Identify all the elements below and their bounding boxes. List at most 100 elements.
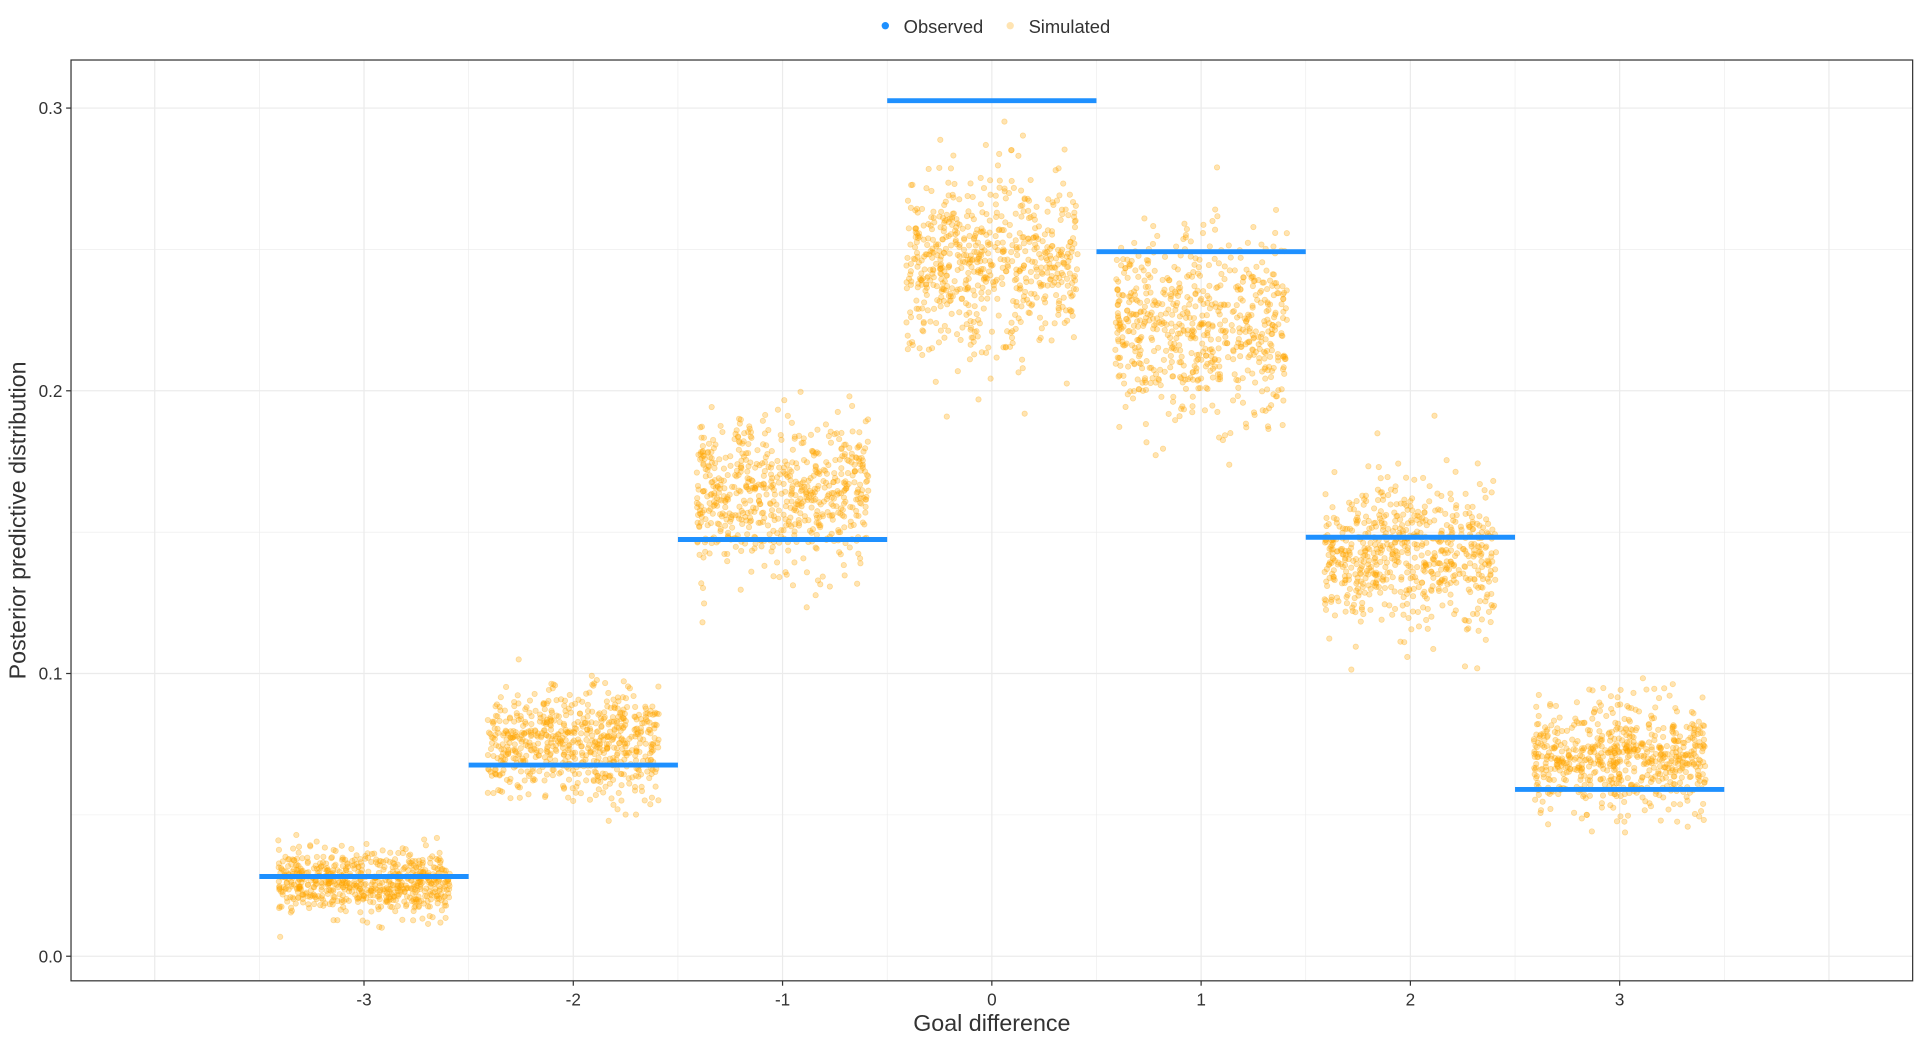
simulated-point bbox=[611, 726, 618, 733]
simulated-point bbox=[814, 508, 821, 515]
simulated-point bbox=[427, 883, 434, 890]
simulated-point bbox=[1008, 334, 1016, 341]
simulated-point bbox=[746, 518, 754, 525]
simulated-point bbox=[1137, 299, 1144, 306]
simulated-point bbox=[1278, 301, 1285, 308]
simulated-point bbox=[621, 710, 628, 717]
simulated-point bbox=[541, 706, 548, 713]
simulated-point bbox=[1118, 262, 1125, 269]
simulated-point bbox=[496, 703, 503, 710]
simulated-point bbox=[857, 495, 864, 502]
simulated-point bbox=[503, 751, 510, 758]
simulated-point bbox=[1392, 524, 1399, 531]
simulated-point bbox=[393, 885, 400, 892]
simulated-point bbox=[1404, 569, 1411, 576]
simulated-point bbox=[1489, 604, 1496, 611]
simulated-point bbox=[1453, 550, 1461, 557]
simulated-point bbox=[346, 884, 353, 891]
simulated-point bbox=[353, 882, 360, 889]
simulated-point bbox=[1060, 180, 1067, 187]
simulated-point bbox=[1266, 277, 1274, 284]
simulated-point bbox=[1404, 506, 1411, 513]
simulated-point bbox=[903, 262, 910, 269]
simulated-point bbox=[570, 737, 578, 744]
simulated-point bbox=[1041, 231, 1048, 238]
simulated-point bbox=[598, 718, 605, 725]
simulated-point bbox=[858, 491, 865, 498]
simulated-point bbox=[724, 494, 731, 501]
simulated-point bbox=[601, 709, 608, 716]
simulated-point bbox=[1618, 777, 1625, 784]
simulated-point bbox=[1421, 503, 1428, 510]
simulated-point bbox=[1262, 375, 1269, 382]
simulated-point bbox=[965, 269, 972, 277]
simulated-point bbox=[1461, 663, 1469, 670]
simulated-point bbox=[647, 730, 654, 737]
simulated-point bbox=[407, 862, 414, 869]
simulated-point bbox=[1170, 393, 1177, 400]
simulated-point bbox=[383, 857, 390, 864]
simulated-point bbox=[329, 886, 336, 893]
simulated-point bbox=[1283, 230, 1290, 237]
simulated-point bbox=[507, 728, 514, 735]
simulated-point bbox=[540, 719, 547, 726]
simulated-point bbox=[543, 732, 550, 739]
simulated-point bbox=[364, 886, 371, 894]
simulated-point bbox=[551, 717, 558, 724]
simulated-point bbox=[586, 689, 593, 696]
simulated-point bbox=[371, 882, 378, 889]
simulated-point bbox=[916, 313, 923, 320]
simulated-point bbox=[1055, 251, 1062, 259]
simulated-point bbox=[826, 583, 833, 590]
simulated-point bbox=[973, 311, 980, 318]
simulated-point bbox=[1214, 213, 1221, 220]
simulated-point bbox=[1057, 216, 1064, 223]
simulated-point bbox=[562, 707, 569, 715]
simulated-point bbox=[745, 524, 753, 531]
simulated-point bbox=[345, 897, 352, 904]
simulated-point bbox=[1143, 290, 1150, 297]
simulated-point bbox=[541, 793, 549, 800]
simulated-point bbox=[1225, 242, 1232, 249]
simulated-point bbox=[1678, 774, 1685, 781]
simulated-point bbox=[1031, 225, 1039, 232]
simulated-point bbox=[855, 443, 863, 450]
simulated-point bbox=[419, 868, 426, 876]
simulated-point bbox=[1648, 746, 1655, 753]
simulated-point bbox=[904, 332, 911, 339]
simulated-point bbox=[559, 744, 566, 751]
simulated-point bbox=[1167, 352, 1174, 360]
simulated-point bbox=[1139, 387, 1147, 394]
simulated-point bbox=[1488, 489, 1495, 496]
simulated-point bbox=[1676, 779, 1684, 786]
simulated-point bbox=[1397, 588, 1404, 595]
simulated-point bbox=[288, 907, 295, 914]
simulated-point bbox=[1441, 577, 1448, 584]
simulated-point bbox=[1590, 760, 1598, 767]
simulated-point bbox=[569, 767, 576, 774]
simulated-point bbox=[631, 713, 638, 720]
x-tick-label: 3 bbox=[1615, 989, 1625, 1009]
simulated-point bbox=[283, 894, 290, 901]
simulated-point bbox=[834, 477, 841, 484]
simulated-point bbox=[638, 787, 646, 795]
simulated-point bbox=[961, 235, 968, 242]
simulated-point bbox=[1154, 232, 1161, 240]
simulated-point bbox=[278, 903, 285, 910]
simulated-point bbox=[733, 473, 740, 480]
simulated-point bbox=[632, 733, 639, 740]
simulated-point bbox=[502, 727, 509, 734]
simulated-point bbox=[391, 889, 398, 896]
simulated-point bbox=[777, 432, 784, 439]
simulated-point bbox=[744, 531, 751, 538]
simulated-point bbox=[376, 858, 383, 865]
simulated-point bbox=[925, 221, 932, 228]
simulated-point bbox=[1668, 758, 1675, 765]
simulated-point bbox=[1442, 510, 1449, 517]
simulated-point bbox=[966, 242, 973, 249]
simulated-point bbox=[722, 454, 729, 461]
simulated-point bbox=[993, 354, 1000, 361]
simulated-point bbox=[1372, 519, 1379, 526]
simulated-point bbox=[364, 919, 371, 926]
simulated-point bbox=[1616, 770, 1623, 777]
